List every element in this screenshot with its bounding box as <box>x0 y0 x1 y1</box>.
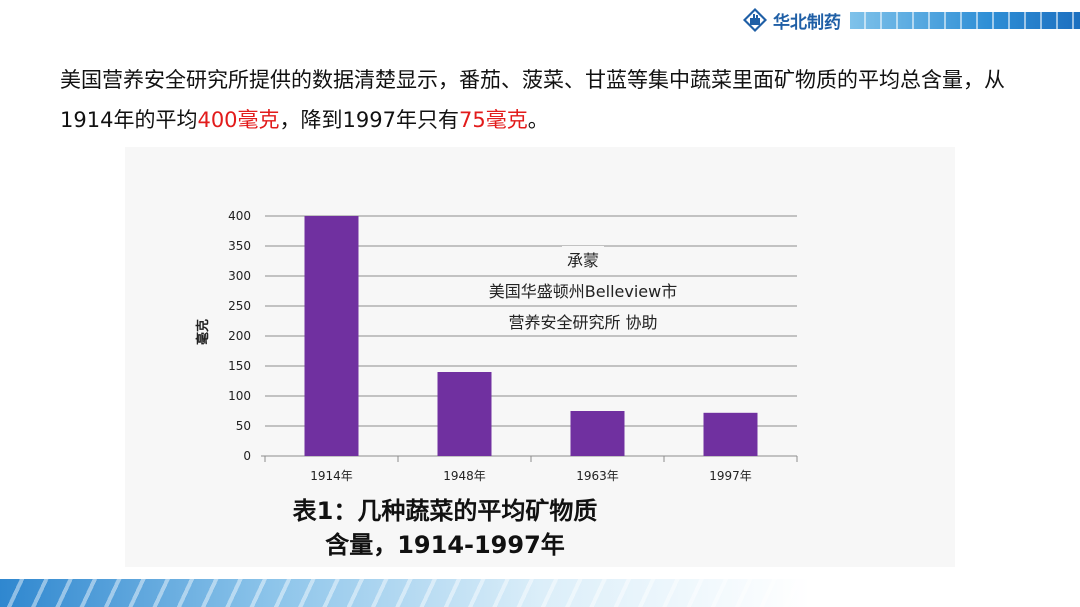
caption-line-2: 含量，1914-1997年 <box>325 531 565 559</box>
annotation-line: 营养安全研究所 协助 <box>508 313 657 332</box>
annotation-bg <box>450 277 716 303</box>
x-tick-label: 1948年 <box>443 469 486 483</box>
y-tick-label: 350 <box>228 239 251 253</box>
x-tick-label: 1963年 <box>576 469 619 483</box>
bar-chart: 0 50 100 150 200 250 300 350 400 毫克 1914年 1948年 1963… <box>195 209 798 483</box>
y-tick-label: 300 <box>228 269 251 283</box>
annotation-line: 承蒙 <box>567 251 599 270</box>
intro-text-2: ，降到1997年只有 <box>279 108 459 132</box>
intro-paragraph: 美国营养安全研究所提供的数据清楚显示，番茄、菠菜、甘蓝等集中蔬菜里面矿物质的平均… <box>60 60 1020 140</box>
y-tick-label: 50 <box>236 419 251 433</box>
annotation-bg <box>498 308 668 334</box>
bar-1997年 <box>703 412 758 456</box>
building-factory-icon <box>743 8 767 32</box>
x-tick-label: 1914年 <box>310 469 353 483</box>
footer-stripe-band <box>0 579 1080 607</box>
bar-1963年 <box>570 411 625 456</box>
y-tick-label: 0 <box>243 449 251 463</box>
brand-stripe-bar <box>850 12 1080 29</box>
chart-caption: 表1：几种蔬菜的平均矿物质 含量，1914-1997年 <box>125 494 765 562</box>
intro-text-1: 美国营养安全研究所提供的数据清楚显示，番茄、菠菜、甘蓝等集中蔬菜里面矿物质的平均… <box>60 68 1005 132</box>
y-tick-label: 150 <box>228 359 251 373</box>
caption-line-1: 表1：几种蔬菜的平均矿物质 <box>292 497 598 525</box>
brand-logo: 华北制药 <box>742 6 841 34</box>
intro-value-1914: 400毫克 <box>197 108 280 132</box>
bar-1914年 <box>304 216 359 456</box>
y-axis-label: 毫克 <box>195 319 211 345</box>
y-tick-label: 100 <box>228 389 251 403</box>
annotation-line: 美国华盛顿州Belleview市 <box>489 282 677 301</box>
y-tick-label: 400 <box>228 209 251 223</box>
y-tick-label: 200 <box>228 329 251 343</box>
y-tick-label: 250 <box>228 299 251 313</box>
bar-1948年 <box>437 372 492 456</box>
intro-text-3: 。 <box>527 108 549 132</box>
intro-value-1997: 75毫克 <box>459 108 528 132</box>
chart-panel: 0 50 100 150 200 250 300 350 400 毫克 1914年 1948年 1963… <box>125 147 955 567</box>
x-tick-label: 1997年 <box>709 469 752 483</box>
brand-name: 华北制药 <box>773 12 841 33</box>
annotation-bg <box>562 246 604 272</box>
